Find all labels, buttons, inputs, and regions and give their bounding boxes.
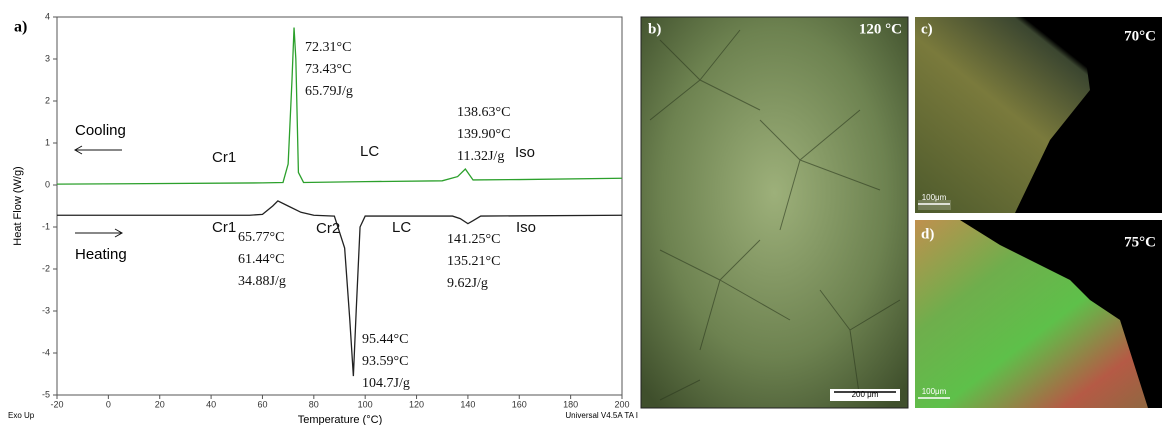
texture: [649, 29, 901, 401]
y-tick-label: -3: [42, 305, 50, 315]
phase-label: Iso: [516, 219, 536, 236]
dark-region: [960, 220, 1162, 408]
temperature-label: 75°C: [1124, 234, 1156, 250]
panel-label: d): [921, 226, 934, 242]
arrow-head: [114, 228, 124, 238]
y-tick-label: -4: [42, 347, 50, 357]
phase-label: Iso: [515, 144, 535, 161]
x-tick-label: 160: [512, 399, 527, 409]
y-tick-label: -5: [42, 389, 50, 399]
y-tick-label: -1: [42, 221, 50, 231]
scale-bar-label: 100μm: [922, 193, 947, 202]
y-tick-label: 3: [45, 53, 50, 63]
frame: [640, 16, 909, 409]
annotation: 93.59°C: [362, 354, 408, 369]
annotation: 141.25°C: [447, 232, 500, 247]
phase-label: Cr1: [212, 149, 236, 166]
corner-note: Exo Up: [8, 411, 35, 420]
x-tick-label: 120: [409, 399, 424, 409]
annotation: 65.77°C: [238, 230, 284, 245]
x-tick-label: 0: [106, 399, 111, 409]
series-name: Cooling: [75, 122, 126, 139]
temperature-label: 70°C: [1124, 28, 1156, 44]
y-tick-label: -2: [42, 263, 50, 273]
phase-label: LC: [360, 143, 379, 160]
annotation: 34.88J/g: [238, 274, 286, 289]
annotation: 9.62J/g: [447, 276, 488, 291]
annotation: 11.32J/g: [457, 149, 504, 164]
micrograph-b: [641, 17, 908, 408]
x-axis-label: Temperature (°C): [298, 414, 382, 425]
annotation: 135.21°C: [447, 254, 500, 269]
annotation: 72.31°C: [305, 40, 351, 55]
x-tick-label: 140: [460, 399, 475, 409]
data-line: [56, 27, 623, 185]
panel-label: a): [14, 19, 27, 36]
scale-bar-label: 100μm: [922, 387, 947, 396]
x-tick-label: 100: [358, 399, 373, 409]
x-tick-label: 60: [257, 399, 267, 409]
arrow-head: [73, 145, 83, 155]
plot-frame: [56, 16, 623, 396]
scale-bar-label: 200 μm: [852, 390, 879, 399]
annotation: 139.90°C: [457, 127, 510, 142]
y-tick-label: 4: [45, 11, 50, 21]
x-tick-label: 20: [155, 399, 165, 409]
annotation: 65.79J/g: [305, 84, 353, 99]
y-tick-label: 1: [45, 137, 50, 147]
corner-note: Universal V4.5A TA I: [565, 411, 638, 420]
phase-label: LC: [392, 219, 411, 236]
temperature-label: 120 °C: [859, 21, 902, 37]
x-tick-label: 200: [614, 399, 629, 409]
x-tick-label: 80: [309, 399, 319, 409]
annotation: 104.7J/g: [362, 376, 410, 391]
series-name: Heating: [75, 246, 127, 263]
x-tick-label: 180: [563, 399, 578, 409]
phase-label: Cr2: [316, 220, 340, 237]
annotation: 138.63°C: [457, 105, 510, 120]
panel-label: b): [648, 21, 661, 37]
annotation: 73.43°C: [305, 62, 351, 77]
scale-bar-box: [918, 200, 951, 210]
phase-label: Cr1: [212, 219, 236, 236]
annotation: 61.44°C: [238, 252, 284, 267]
annotation: 95.44°C: [362, 332, 408, 347]
x-tick-label: 40: [206, 399, 216, 409]
y-axis-label: Heat Flow (W/g): [12, 166, 24, 245]
panel-label: c): [921, 21, 933, 37]
y-tick-label: 2: [45, 95, 50, 105]
dark-region: [1015, 17, 1162, 213]
y-tick-label: 0: [45, 179, 50, 189]
x-tick-label: -20: [50, 399, 63, 409]
data-line: [57, 200, 623, 377]
